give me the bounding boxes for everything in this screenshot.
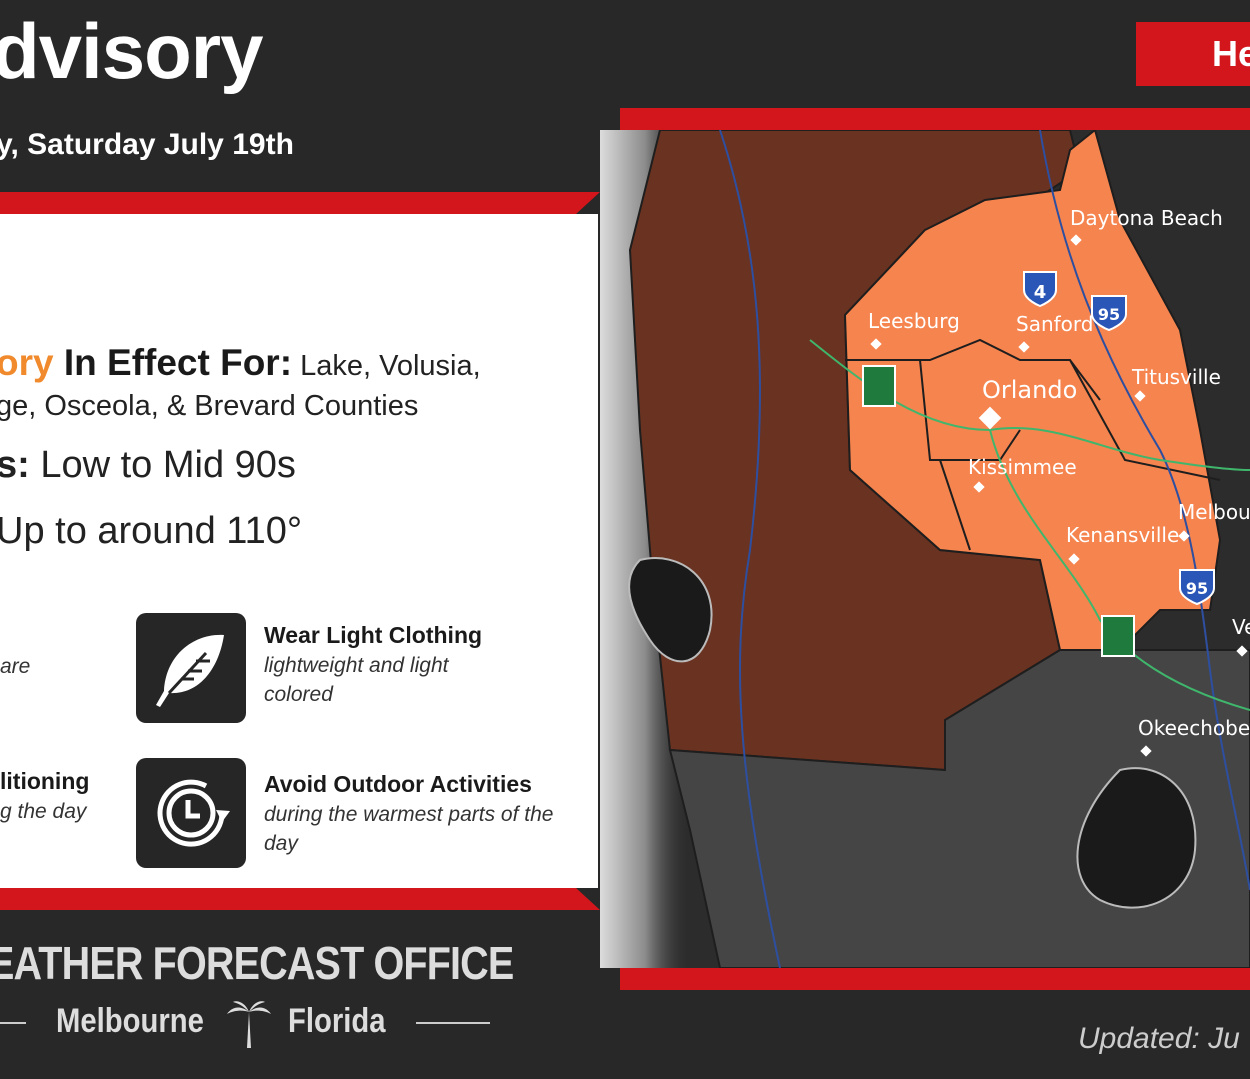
counties-line-2: ge, Osceola, & Brevard Counties	[0, 390, 419, 422]
tip-2-desc: lightweight and light colored	[264, 654, 449, 706]
heat-badge: He	[1136, 22, 1250, 86]
panel-top-bar	[0, 192, 600, 214]
advisory-map: Daytona Beach Leesburg Sanford Orlando T…	[600, 130, 1250, 968]
interstate-4-shield: 4	[1023, 271, 1057, 308]
city-melbourne: Melbour	[1178, 500, 1250, 524]
turnpike-sign-north	[862, 365, 896, 407]
city-kissimmee: Kissimmee	[968, 455, 1077, 479]
heat-index-line: Up to around 110°	[0, 510, 303, 552]
city-leesburg: Leesburg	[868, 309, 960, 333]
date-subtitle: y, Saturday July 19th	[0, 128, 294, 161]
map-bottom-bar	[620, 968, 1250, 990]
divider-left	[0, 1022, 26, 1024]
city-sanford: Sanford	[1016, 312, 1093, 336]
city-okeechobee: Okeechobee	[1138, 716, 1250, 740]
office-city: Melbourne	[56, 1002, 204, 1040]
office-name: EATHER FORECAST OFFICE	[0, 937, 514, 989]
tip-3-title: litioning	[0, 768, 90, 794]
feather-icon	[136, 613, 246, 723]
map-top-bar	[620, 108, 1250, 130]
city-titusville: Titusville	[1131, 365, 1221, 389]
tip-2-title: Wear Light Clothing	[264, 622, 483, 648]
city-vero: Ve	[1232, 615, 1250, 639]
tip-1-desc: are	[0, 655, 31, 678]
clock-icon	[136, 758, 246, 868]
svg-text:4: 4	[1034, 282, 1047, 303]
office-state: Florida	[288, 1002, 386, 1040]
svg-text:95: 95	[1186, 579, 1208, 598]
interstate-95-shield-north: 95	[1091, 295, 1127, 332]
highs-label: s:	[0, 444, 30, 486]
city-orlando: Orlando	[982, 376, 1077, 404]
turnpike-sign-south	[1101, 615, 1135, 657]
interstate-95-shield-south: 95	[1179, 569, 1215, 606]
highs-line: s: Low to Mid 90s	[0, 444, 296, 487]
tip-4-title: Avoid Outdoor Activities	[264, 771, 532, 797]
in-effect-label: In Effect For:	[53, 342, 293, 383]
palm-tree-icon	[225, 998, 273, 1053]
page-title: dvisory	[0, 7, 263, 95]
tip-3-desc: g the day	[0, 800, 87, 823]
city-kenansville: Kenansville	[1066, 523, 1179, 547]
advisory-word: ory	[0, 342, 54, 383]
counties-line-1: Lake, Volusia,	[292, 350, 481, 382]
highs-value: Low to Mid 90s	[29, 444, 296, 486]
office-location: Melbourne Florida	[0, 998, 500, 1048]
svg-text:95: 95	[1098, 305, 1120, 324]
divider-right	[416, 1022, 490, 1024]
city-daytona-beach: Daytona Beach	[1070, 206, 1223, 230]
panel-bottom-bar	[0, 888, 600, 910]
info-panel	[0, 214, 598, 888]
tip-4-desc: during the warmest parts of the day	[264, 803, 554, 855]
advisory-line: ory In Effect For: Lake, Volusia,	[0, 342, 481, 384]
updated-label: Updated: Ju	[1078, 1022, 1240, 1055]
